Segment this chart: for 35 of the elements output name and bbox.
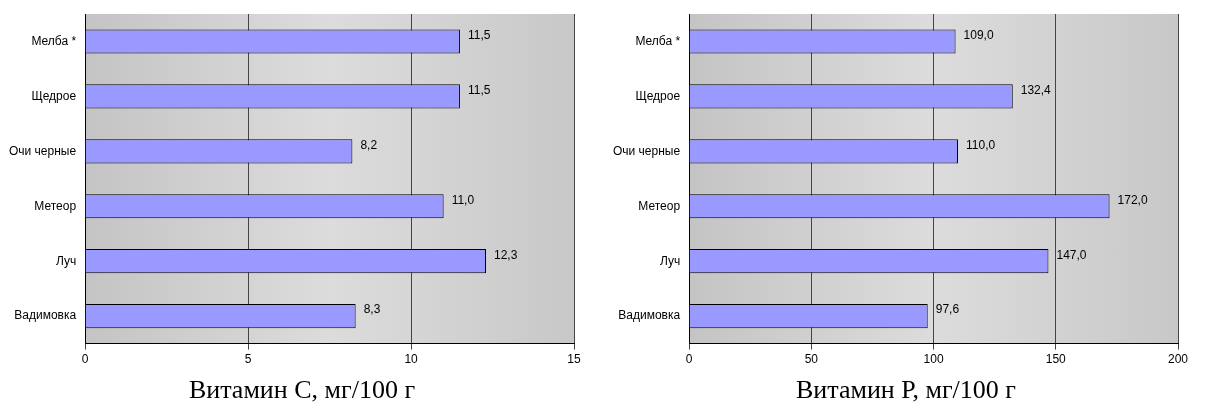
data-label: 97,6 bbox=[935, 302, 960, 317]
y-tick-label: Мелба * bbox=[635, 33, 681, 48]
x-tick-label: 5 bbox=[244, 352, 252, 367]
y-tick-label: Луч bbox=[659, 253, 681, 268]
y-tick-label: Метеор bbox=[34, 198, 77, 213]
data-label: 11,5 bbox=[467, 82, 491, 97]
data-label: 11,0 bbox=[451, 192, 475, 207]
data-label: 109,0 bbox=[963, 27, 994, 42]
data-label: 132,4 bbox=[1020, 82, 1052, 97]
y-tick-label: Вадимовка bbox=[14, 308, 77, 323]
data-label: 12,3 bbox=[494, 247, 518, 262]
y-tick-label: Мелба * bbox=[31, 33, 77, 48]
data-label: 172,0 bbox=[1117, 192, 1148, 207]
x-tick-label: 150 bbox=[1045, 352, 1067, 367]
x-tick-label: 15 bbox=[567, 352, 581, 367]
y-tick-label: Луч bbox=[55, 253, 77, 268]
data-label: 8,3 bbox=[363, 302, 381, 317]
x-axis-title: Витамин С, мг/100 г bbox=[187, 375, 417, 405]
x-tick-label: 0 bbox=[685, 352, 693, 367]
x-tick-label: 50 bbox=[804, 352, 819, 367]
data-label: 11,5 bbox=[467, 27, 491, 42]
x-tick-label: 0 bbox=[81, 352, 89, 367]
data-label: 8,2 bbox=[360, 137, 378, 152]
y-tick-label: Вадимовка bbox=[618, 308, 681, 323]
x-axis-title: Витамин Р, мг/100 г bbox=[795, 375, 1017, 405]
data-label: 110,0 bbox=[966, 137, 996, 152]
x-tick-label: 200 bbox=[1167, 352, 1189, 367]
y-tick-label: Очи черные bbox=[8, 143, 77, 158]
y-tick-label: Метеор bbox=[638, 198, 681, 213]
y-tick-label: Очи черные bbox=[612, 143, 681, 158]
y-tick-label: Щедрое bbox=[31, 88, 77, 103]
x-tick-label: 10 bbox=[404, 352, 419, 367]
data-label: 147,0 bbox=[1056, 247, 1087, 262]
y-tick-label: Щедрое bbox=[635, 88, 681, 103]
x-tick-label: 100 bbox=[923, 352, 944, 367]
